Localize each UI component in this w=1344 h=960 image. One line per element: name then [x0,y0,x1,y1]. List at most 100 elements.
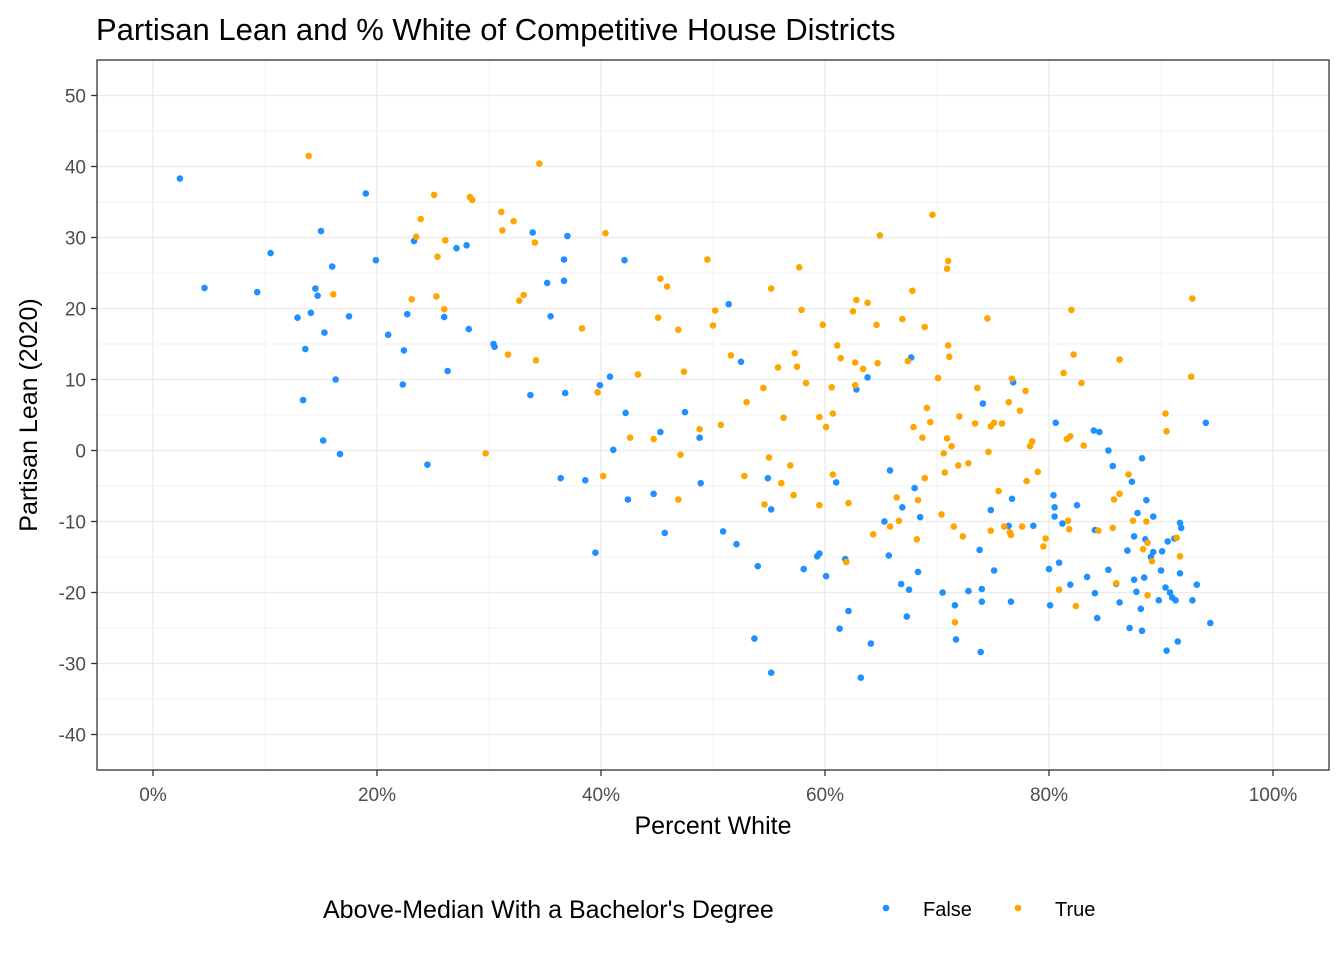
legend: Above-Median With a Bachelor's Degree Fa… [323,896,1095,924]
point-false [1193,581,1201,588]
point-false [1137,605,1145,613]
point-false [1067,581,1074,588]
point-true [717,421,725,429]
point-false [560,256,568,263]
minor-gridlines [97,60,1329,770]
point-true [837,354,844,362]
point-true [834,342,841,349]
point-false [978,598,986,605]
point-true [1034,468,1042,476]
y-tick-label: 20 [65,300,86,321]
point-true [914,496,922,504]
point-true [330,291,337,298]
point-false [582,477,589,484]
point-true [1187,373,1195,381]
point-false [1093,614,1101,622]
point-false [1189,597,1196,604]
point-true [791,349,799,357]
point-false [621,256,628,264]
point-false [661,529,669,537]
point-true [499,227,506,234]
point-true [929,211,936,219]
point-false [886,467,894,474]
point-false [336,450,344,458]
point-true [956,413,963,420]
point-true [1068,306,1075,314]
point-true [921,323,928,331]
point-false [845,607,852,615]
point-true [948,442,955,450]
point-false [1126,624,1133,632]
point-false [1163,647,1170,654]
point-true [675,326,682,334]
point-false [372,256,380,264]
y-tick-label: -20 [59,584,86,605]
point-true [984,315,991,322]
point-false [1158,548,1166,555]
point-false [905,586,913,593]
point-false [1124,547,1131,554]
point-true [1060,369,1067,377]
point-true [760,384,767,392]
point-false [491,343,498,351]
x-tick-label: 40% [582,785,620,806]
point-false [362,190,370,197]
point-false [1207,619,1214,627]
point-false [302,345,309,353]
point-false [885,552,893,559]
point-true [626,434,634,442]
point-true [663,283,671,290]
point-false [1130,533,1138,540]
point-false [319,437,327,444]
point-true [711,307,719,314]
point-false [610,446,617,454]
point-false [1176,570,1184,577]
point-true [802,379,810,387]
point-true [998,420,1006,427]
point-true [578,325,586,332]
point-true [886,523,894,530]
point-true [657,275,664,283]
x-tick-label: 100% [1249,785,1298,806]
point-false [317,227,325,235]
point-true [995,487,1002,495]
point-false [764,474,772,482]
point-true [1065,526,1073,533]
point-true [1125,471,1132,478]
point-false [332,376,339,383]
point-true [793,363,801,371]
point-false [201,284,208,292]
point-true [417,215,425,223]
point-false [1166,589,1174,596]
point-true [1112,580,1120,587]
point-false [403,310,411,318]
point-true [864,299,871,307]
point-false [816,550,823,557]
point-false [606,373,614,381]
y-tick-label: -40 [59,726,86,747]
point-false [1176,519,1184,527]
point-true [829,410,837,417]
point-true [895,517,903,525]
point-false [527,391,534,399]
point-false [977,648,984,656]
y-tick-label: -30 [59,655,86,676]
point-false [399,381,407,388]
point-true [1116,490,1123,498]
point-true [1148,558,1156,565]
point-false [725,300,732,308]
point-false [979,400,987,407]
point-true [1067,433,1074,440]
point-false [1059,520,1066,527]
point-false [294,314,301,322]
point-false [624,496,632,503]
point-true [1162,410,1169,417]
point-true [1008,375,1016,383]
y-tick-label: 40 [65,158,86,179]
point-true [873,321,880,329]
point-true [1040,543,1047,550]
y-axis-label: Partisan Lean (2020) [15,298,43,531]
point-true [851,359,859,366]
point-false [832,479,840,486]
